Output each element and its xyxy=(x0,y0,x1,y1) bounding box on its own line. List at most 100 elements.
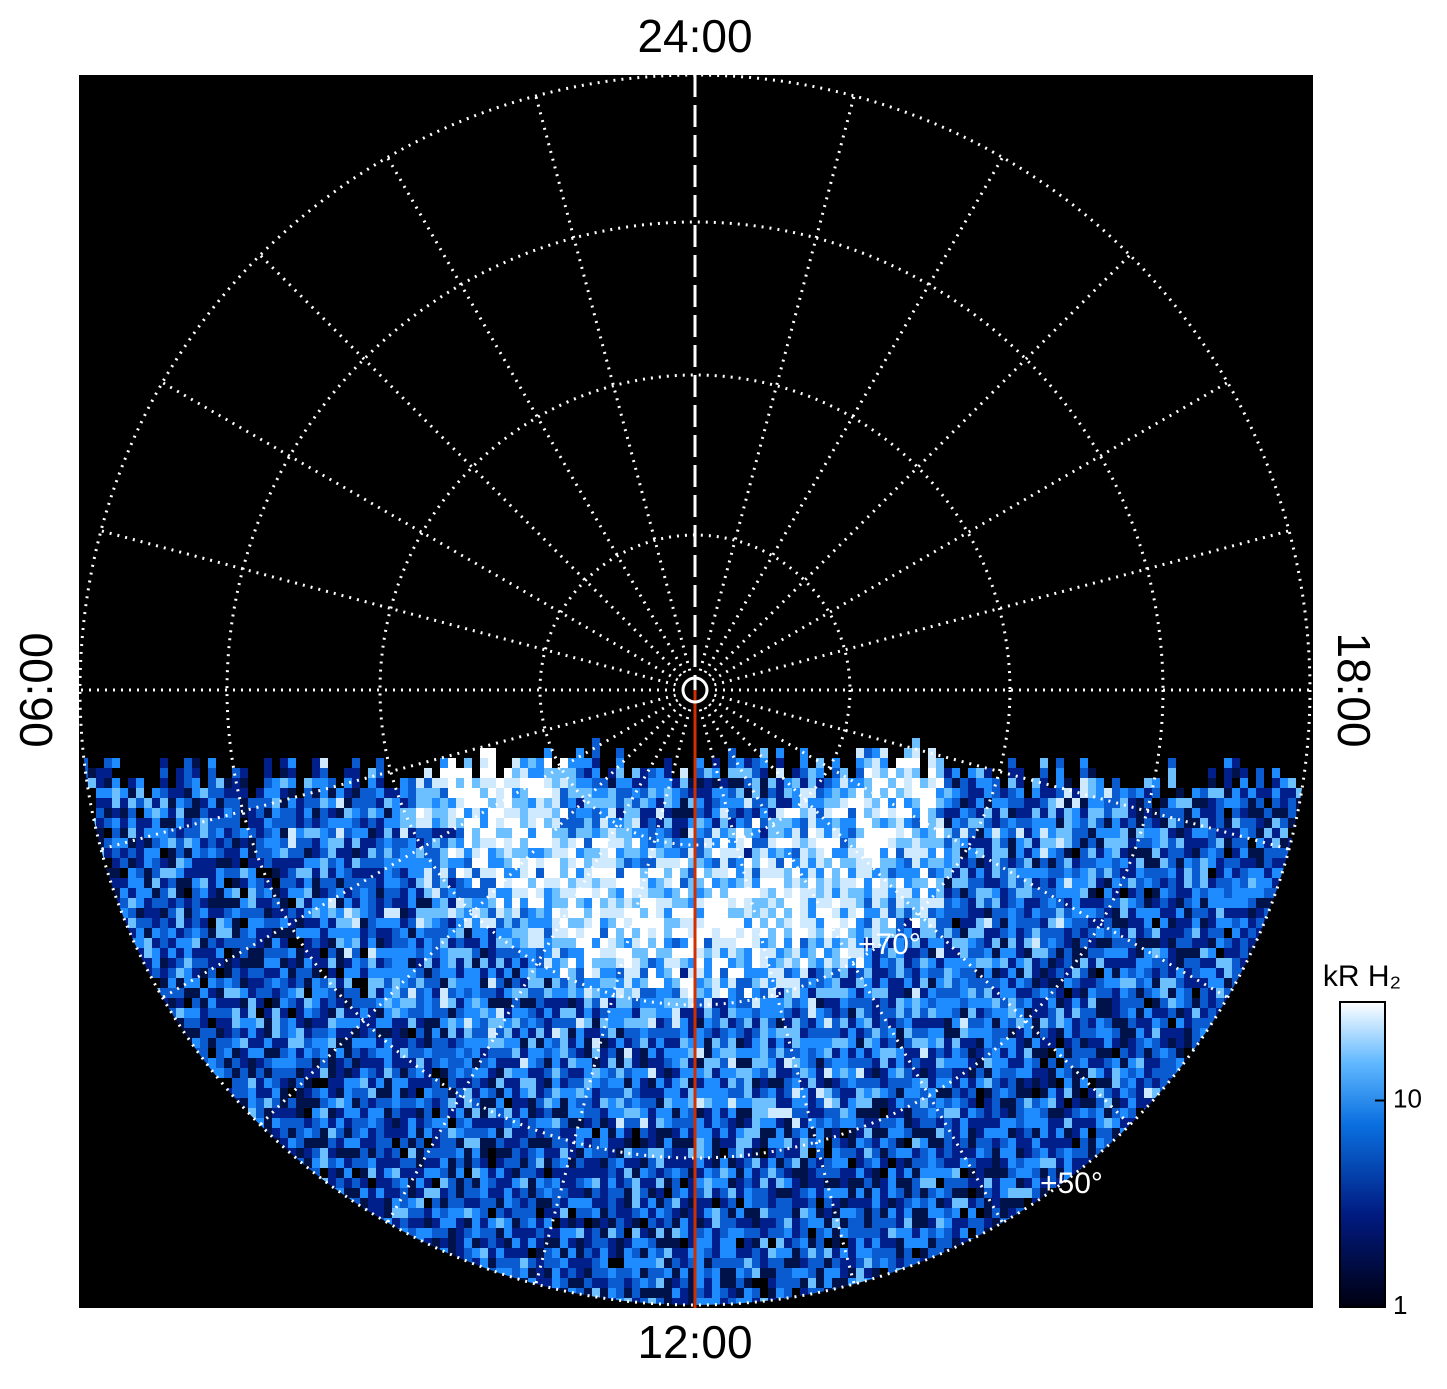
emission-cell xyxy=(496,1158,504,1168)
emission-cell xyxy=(376,928,384,938)
emission-cell xyxy=(800,888,808,898)
emission-cell xyxy=(384,988,392,998)
emission-cell xyxy=(232,798,240,808)
emission-cell xyxy=(536,808,544,818)
emission-cell xyxy=(392,898,400,908)
emission-cell xyxy=(384,858,392,868)
emission-cell xyxy=(656,1178,664,1188)
emission-cell xyxy=(320,1118,328,1128)
emission-cell xyxy=(624,1088,632,1098)
emission-cell xyxy=(712,1298,720,1305)
emission-cell xyxy=(616,1188,624,1198)
emission-cell xyxy=(464,788,472,798)
emission-cell xyxy=(728,978,736,988)
emission-cell xyxy=(768,1268,776,1278)
emission-cell xyxy=(640,1208,648,1218)
emission-cell xyxy=(568,1228,576,1238)
emission-cell xyxy=(744,858,752,868)
emission-cell xyxy=(568,1138,576,1148)
emission-cell xyxy=(600,1138,608,1148)
emission-cell xyxy=(544,1278,552,1288)
emission-cell xyxy=(832,928,840,938)
emission-cell xyxy=(552,1018,560,1028)
emission-cell xyxy=(736,1278,744,1288)
emission-cell xyxy=(248,828,256,838)
emission-cell xyxy=(712,1208,720,1218)
emission-cell xyxy=(608,1008,616,1018)
emission-cell xyxy=(736,1038,744,1048)
emission-cell xyxy=(608,1208,616,1218)
emission-cell xyxy=(488,798,496,808)
emission-cell xyxy=(184,908,192,918)
emission-cell xyxy=(544,878,552,888)
emission-cell xyxy=(800,988,808,998)
emission-cell xyxy=(504,768,512,778)
emission-cell xyxy=(544,1068,552,1078)
emission-cell xyxy=(264,848,272,858)
emission-cell xyxy=(776,788,784,798)
emission-cell xyxy=(248,858,256,868)
emission-cell xyxy=(256,1088,264,1098)
emission-cell xyxy=(736,1008,744,1018)
emission-cell xyxy=(776,1138,784,1148)
emission-cell xyxy=(648,1018,656,1028)
emission-cell xyxy=(792,1028,800,1038)
emission-cell xyxy=(536,1238,544,1248)
emission-cell xyxy=(464,978,472,988)
emission-cell xyxy=(344,788,352,798)
emission-cell xyxy=(520,918,528,928)
emission-cell xyxy=(400,1058,408,1068)
emission-cell xyxy=(688,798,696,808)
emission-cell xyxy=(520,898,528,908)
emission-cell xyxy=(392,1178,400,1188)
emission-cell xyxy=(464,958,472,968)
emission-cell xyxy=(264,1008,272,1018)
emission-cell xyxy=(424,1008,432,1018)
emission-cell xyxy=(832,1228,840,1238)
emission-cell xyxy=(584,778,592,788)
emission-cell xyxy=(368,1118,376,1128)
emission-cell xyxy=(784,1218,792,1228)
emission-cell xyxy=(112,798,120,808)
emission-cell xyxy=(744,818,752,828)
emission-cell xyxy=(488,1118,496,1128)
emission-cell xyxy=(784,788,792,798)
emission-cell xyxy=(784,1228,792,1238)
emission-cell xyxy=(232,938,240,948)
emission-cell xyxy=(808,1038,816,1048)
emission-cell xyxy=(216,978,224,988)
emission-cell xyxy=(536,878,544,888)
emission-cell xyxy=(272,838,280,848)
emission-cell xyxy=(784,948,792,958)
emission-cell xyxy=(464,1028,472,1038)
emission-cell xyxy=(528,1228,536,1238)
emission-cell xyxy=(256,1028,264,1038)
emission-cell xyxy=(464,1218,472,1228)
emission-cell xyxy=(712,1268,720,1278)
emission-cell xyxy=(656,1288,664,1298)
emission-cell xyxy=(680,838,688,848)
emission-cell xyxy=(344,878,352,888)
emission-cell xyxy=(480,1088,488,1098)
emission-cell xyxy=(560,1078,568,1088)
emission-cell xyxy=(640,1028,648,1038)
emission-cell xyxy=(808,848,816,858)
emission-cell xyxy=(400,828,408,838)
emission-cell xyxy=(392,1158,400,1168)
emission-cell xyxy=(576,1178,584,1188)
emission-cell xyxy=(272,818,280,828)
emission-cell xyxy=(728,958,736,968)
emission-cell xyxy=(680,788,688,798)
emission-cell xyxy=(544,748,552,758)
emission-cell xyxy=(112,818,120,828)
emission-cell xyxy=(424,1218,432,1228)
emission-cell xyxy=(352,858,360,868)
emission-cell xyxy=(784,1078,792,1088)
emission-cell xyxy=(704,818,712,828)
emission-cell xyxy=(656,808,664,818)
emission-cell xyxy=(264,798,272,808)
emission-cell xyxy=(568,858,576,868)
emission-cell xyxy=(408,858,416,868)
emission-cell xyxy=(600,1108,608,1118)
emission-cell xyxy=(640,818,648,828)
